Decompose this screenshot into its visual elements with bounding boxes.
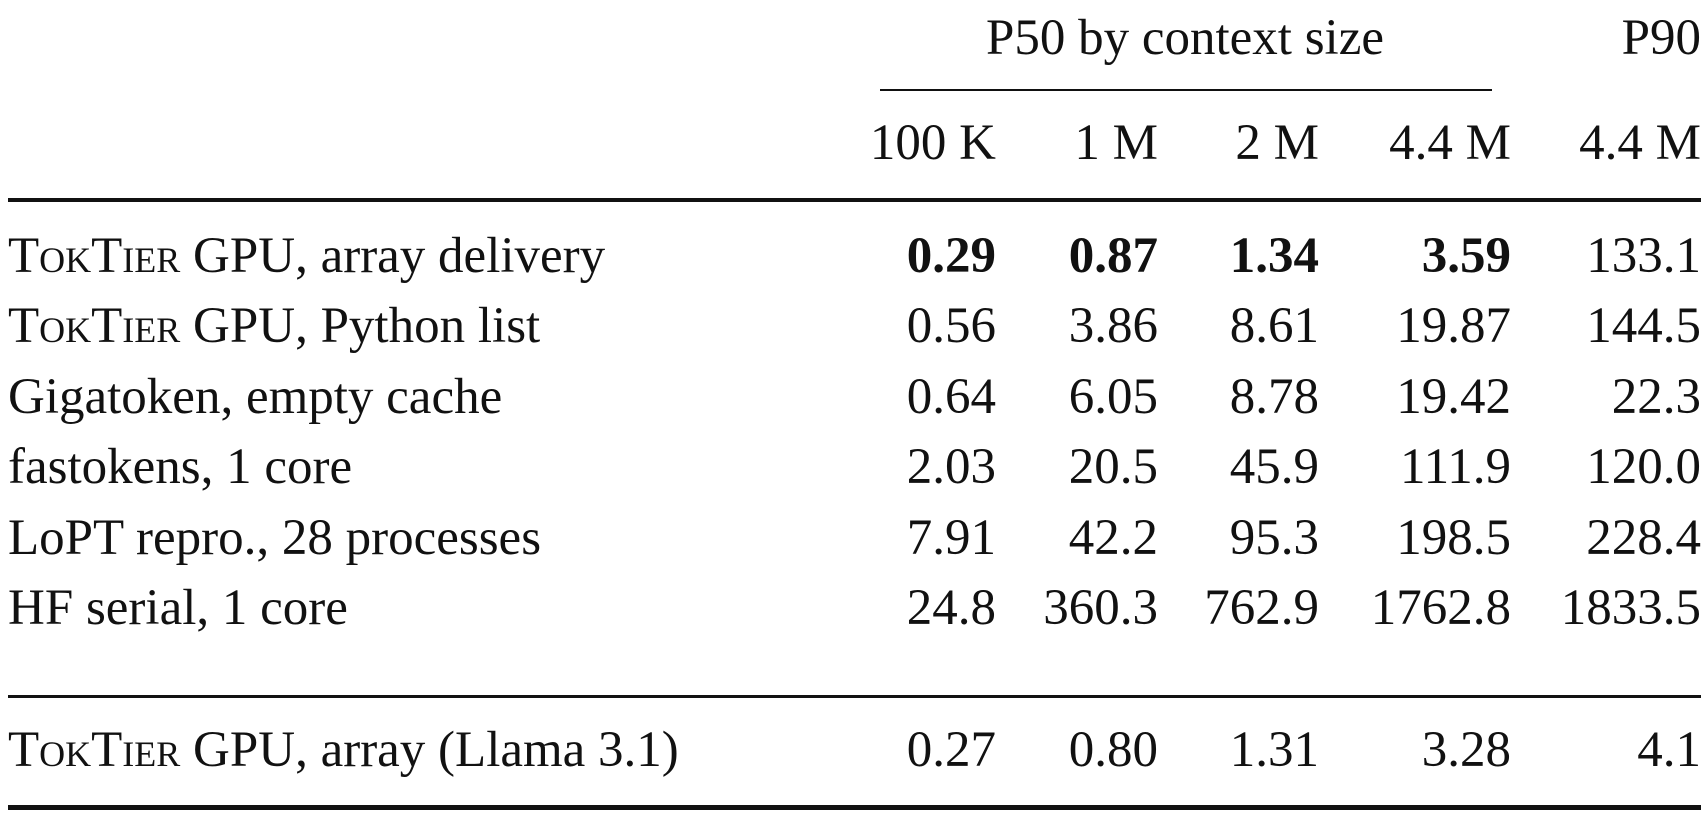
table-row: Gigatoken, empty cache 0.64 6.05 8.78 19.42 2…	[0, 359, 1701, 435]
cell-100k: 0.64	[906, 368, 996, 425]
cell-100k: 0.27	[906, 722, 996, 778]
row-label: TokTier GPU, array (Llama 3.1)	[8, 712, 679, 788]
row-label: Gigatoken, empty cache	[8, 359, 502, 435]
cell-4-4m-p50: 19.87	[1396, 298, 1511, 355]
table-row: HF serial, 1 core 24.8 360.3 762.9 1762.8 183…	[0, 570, 1701, 646]
cell-4-4m-p50: 3.59	[1421, 228, 1511, 284]
cell-4-4m-p50: 1762.8	[1370, 580, 1511, 636]
cell-1m: 20.5	[1068, 439, 1158, 496]
row-label: fastokens, 1 core	[8, 429, 352, 505]
column-header-4-4m-p90: 4.4 M	[1579, 115, 1701, 171]
cell-2m: 8.61	[1229, 298, 1319, 355]
row-label: TokTier GPU, Python list	[8, 288, 540, 364]
row-label-smallcaps: TokTier	[8, 298, 181, 355]
cell-1m: 6.05	[1068, 368, 1158, 425]
cell-1m: 0.87	[1068, 228, 1158, 284]
cell-2m: 8.78	[1229, 368, 1319, 425]
cell-2m: 1.31	[1229, 722, 1319, 778]
table-row: TokTier GPU, array delivery 0.29 0.87 1.34 3…	[0, 218, 1701, 294]
row-label-text: GPU, Python list	[180, 298, 541, 355]
cell-100k: 0.29	[906, 228, 996, 284]
cell-4-4m-p50: 111.9	[1400, 439, 1511, 496]
row-label-text: LoPT repro., 28 processes	[8, 509, 542, 566]
cell-2m: 1.34	[1229, 228, 1319, 284]
row-label-smallcaps: TokTier	[8, 228, 181, 284]
bottom-rule	[8, 805, 1701, 810]
row-label: HF serial, 1 core	[8, 570, 348, 646]
cell-4-4m-p50: 3.28	[1421, 722, 1511, 778]
row-label: TokTier GPU, array delivery	[8, 218, 605, 294]
cell-4-4m-p90: 1833.5	[1560, 580, 1701, 636]
cell-100k: 2.03	[906, 439, 996, 496]
row-label-text: fastokens, 1 core	[8, 439, 353, 496]
row-label: LoPT repro., 28 processes	[8, 500, 541, 576]
cell-2m: 95.3	[1229, 509, 1319, 566]
table-row: TokTier GPU, Python list 0.56 3.86 8.61 19.8…	[0, 288, 1701, 364]
table-row: fastokens, 1 core 2.03 20.5 45.9 111.9 120.0	[0, 429, 1701, 505]
cell-100k: 0.56	[906, 298, 996, 355]
cell-1m: 360.3	[1043, 580, 1158, 636]
cell-4-4m-p90: 22.3	[1611, 368, 1701, 425]
group-header-p50: P50 by context size	[985, 10, 1384, 66]
row-label-text: GPU, array delivery	[180, 228, 606, 284]
cell-4-4m-p90: 120.0	[1586, 439, 1701, 496]
cell-4-4m-p50: 19.42	[1396, 368, 1511, 425]
cell-1m: 0.80	[1068, 722, 1158, 778]
table-row-footer: TokTier GPU, array (Llama 3.1) 0.27 0.80 1.…	[0, 712, 1701, 788]
group-underline	[880, 89, 1492, 91]
separator-rule	[8, 695, 1701, 698]
cell-4-4m-p50: 198.5	[1396, 509, 1511, 566]
cell-1m: 42.2	[1068, 509, 1158, 566]
row-label-text: Gigatoken, empty cache	[8, 368, 503, 425]
header-rule	[8, 198, 1701, 202]
cell-1m: 3.86	[1068, 298, 1158, 355]
column-header-100k: 100 K	[869, 115, 996, 171]
group-header-p90: P90	[1621, 10, 1701, 66]
column-header-2m: 2 M	[1235, 115, 1319, 171]
row-label-text: HF serial, 1 core	[8, 580, 348, 636]
cell-100k: 7.91	[906, 509, 996, 566]
column-header-4-4m-p50: 4.4 M	[1389, 115, 1511, 171]
cell-100k: 24.8	[906, 580, 996, 636]
row-label-text: GPU, array (Llama 3.1)	[180, 722, 679, 778]
cell-4-4m-p90: 144.5	[1586, 298, 1701, 355]
table-row: LoPT repro., 28 processes 7.91 42.2 95.3 198…	[0, 500, 1701, 576]
cell-4-4m-p90: 4.1	[1637, 722, 1701, 778]
row-label-smallcaps: TokTier	[8, 722, 181, 778]
cell-4-4m-p90: 228.4	[1586, 509, 1701, 566]
column-header-1m: 1 M	[1074, 115, 1158, 171]
cell-2m: 762.9	[1204, 580, 1319, 636]
cell-4-4m-p90: 133.1	[1586, 228, 1701, 284]
cell-2m: 45.9	[1229, 439, 1319, 496]
